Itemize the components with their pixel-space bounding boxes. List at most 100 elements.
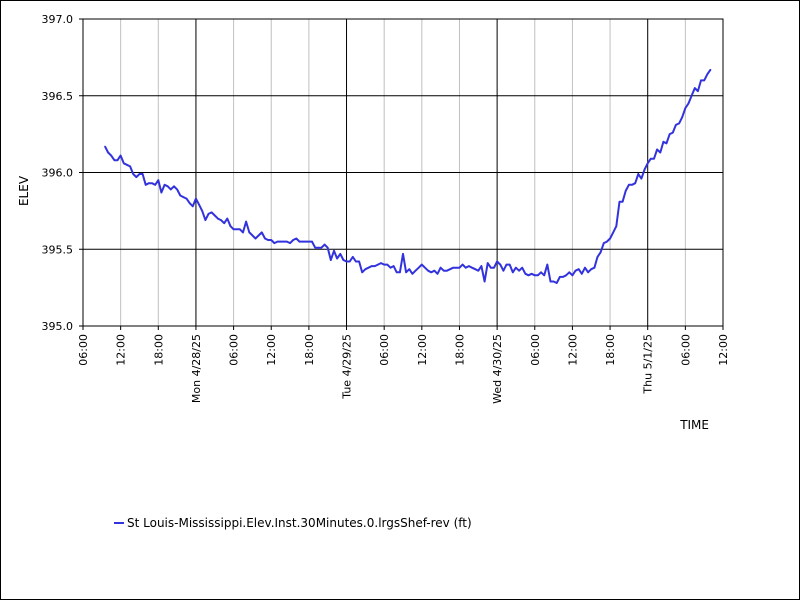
- x-tick-label: 06:00: [529, 334, 542, 366]
- x-tick-label: 12:00: [416, 334, 429, 366]
- data-point: [493, 266, 495, 269]
- data-point: [214, 214, 216, 217]
- data-point: [399, 271, 401, 274]
- x-tick-label: 18:00: [453, 334, 466, 366]
- y-tick-label: 397.0: [42, 13, 74, 26]
- data-point: [700, 79, 702, 82]
- data-point: [452, 266, 455, 269]
- data-point: [430, 271, 433, 274]
- data-point: [599, 251, 602, 254]
- data-point: [148, 182, 150, 184]
- data-point: [195, 197, 197, 200]
- data-point: [646, 162, 649, 165]
- data-point: [320, 246, 323, 249]
- data-point: [659, 151, 662, 154]
- data-point: [609, 237, 611, 240]
- data-point: [173, 185, 175, 188]
- data-point: [581, 273, 583, 275]
- data-point: [323, 243, 326, 246]
- data-point: [461, 263, 464, 266]
- data-point: [433, 269, 436, 272]
- data-point: [512, 271, 514, 274]
- data-point: [408, 268, 411, 271]
- data-point: [414, 269, 417, 272]
- data-point: [107, 151, 109, 154]
- data-point: [631, 184, 633, 186]
- data-point: [571, 274, 574, 277]
- data-point: [530, 273, 533, 275]
- x-tick-label: 12:00: [566, 334, 579, 366]
- data-point: [292, 239, 295, 241]
- data-point: [634, 182, 636, 184]
- data-point: [348, 260, 351, 263]
- legend: St Louis-Mississippi.Elev.Inst.30Minutes…: [114, 516, 472, 530]
- x-tick-label: Wed 4/30/25: [491, 334, 504, 404]
- data-point: [113, 159, 116, 161]
- data-point: [330, 259, 332, 261]
- data-point: [207, 213, 210, 215]
- x-tick-label: 06:00: [679, 334, 692, 366]
- data-point: [304, 240, 307, 243]
- y-axis-ticks: 395.0 395.5 396.0 396.5 397.0: [42, 13, 83, 333]
- data-point: [656, 148, 658, 151]
- data-point: [703, 79, 705, 82]
- data-point: [270, 239, 273, 241]
- data-point: [154, 184, 156, 186]
- data-point: [198, 203, 200, 206]
- data-point: [336, 257, 338, 260]
- data-point: [490, 266, 492, 269]
- data-point: [446, 269, 448, 272]
- data-point: [618, 200, 621, 203]
- data-point: [537, 274, 539, 277]
- data-point: [653, 157, 655, 160]
- data-point: [151, 182, 153, 184]
- data-point: [283, 240, 285, 243]
- data-point: [166, 185, 169, 188]
- data-point: [508, 263, 511, 266]
- data-point: [245, 220, 247, 223]
- major-gridlines: [83, 19, 723, 326]
- data-point: [226, 217, 229, 220]
- data-point: [367, 266, 370, 269]
- data-point: [261, 231, 263, 234]
- data-point: [427, 269, 429, 272]
- data-point: [204, 219, 207, 221]
- data-point: [596, 256, 599, 258]
- data-point: [389, 266, 392, 269]
- data-point: [612, 231, 614, 234]
- data-point: [273, 242, 276, 244]
- data-point: [527, 274, 530, 277]
- data-point: [411, 273, 414, 275]
- data-point: [229, 225, 232, 227]
- data-point: [606, 240, 608, 243]
- data-point: [119, 154, 122, 157]
- data-point: [621, 200, 624, 203]
- data-point: [135, 176, 138, 178]
- data-point: [443, 269, 445, 272]
- data-point: [534, 274, 536, 277]
- x-tick-label: 18:00: [303, 334, 316, 366]
- data-point: [665, 142, 668, 145]
- data-point: [201, 210, 203, 212]
- data-point: [188, 202, 191, 204]
- x-tick-label: 06:00: [228, 334, 241, 366]
- data-point: [458, 266, 461, 269]
- data-point: [170, 188, 172, 191]
- data-point: [650, 157, 652, 160]
- data-point: [239, 228, 241, 231]
- x-axis-title: TIME: [679, 418, 709, 432]
- x-tick-label: 06:00: [77, 334, 90, 366]
- data-point: [555, 282, 558, 284]
- data-point: [251, 234, 254, 237]
- data-point: [395, 271, 398, 274]
- data-point: [480, 265, 483, 267]
- data-point: [110, 154, 112, 157]
- data-point: [326, 246, 329, 249]
- data-point: [123, 162, 125, 165]
- data-point: [681, 116, 683, 118]
- data-point: [543, 274, 545, 277]
- data-point: [339, 253, 342, 255]
- data-point: [179, 194, 182, 197]
- data-point: [129, 165, 131, 168]
